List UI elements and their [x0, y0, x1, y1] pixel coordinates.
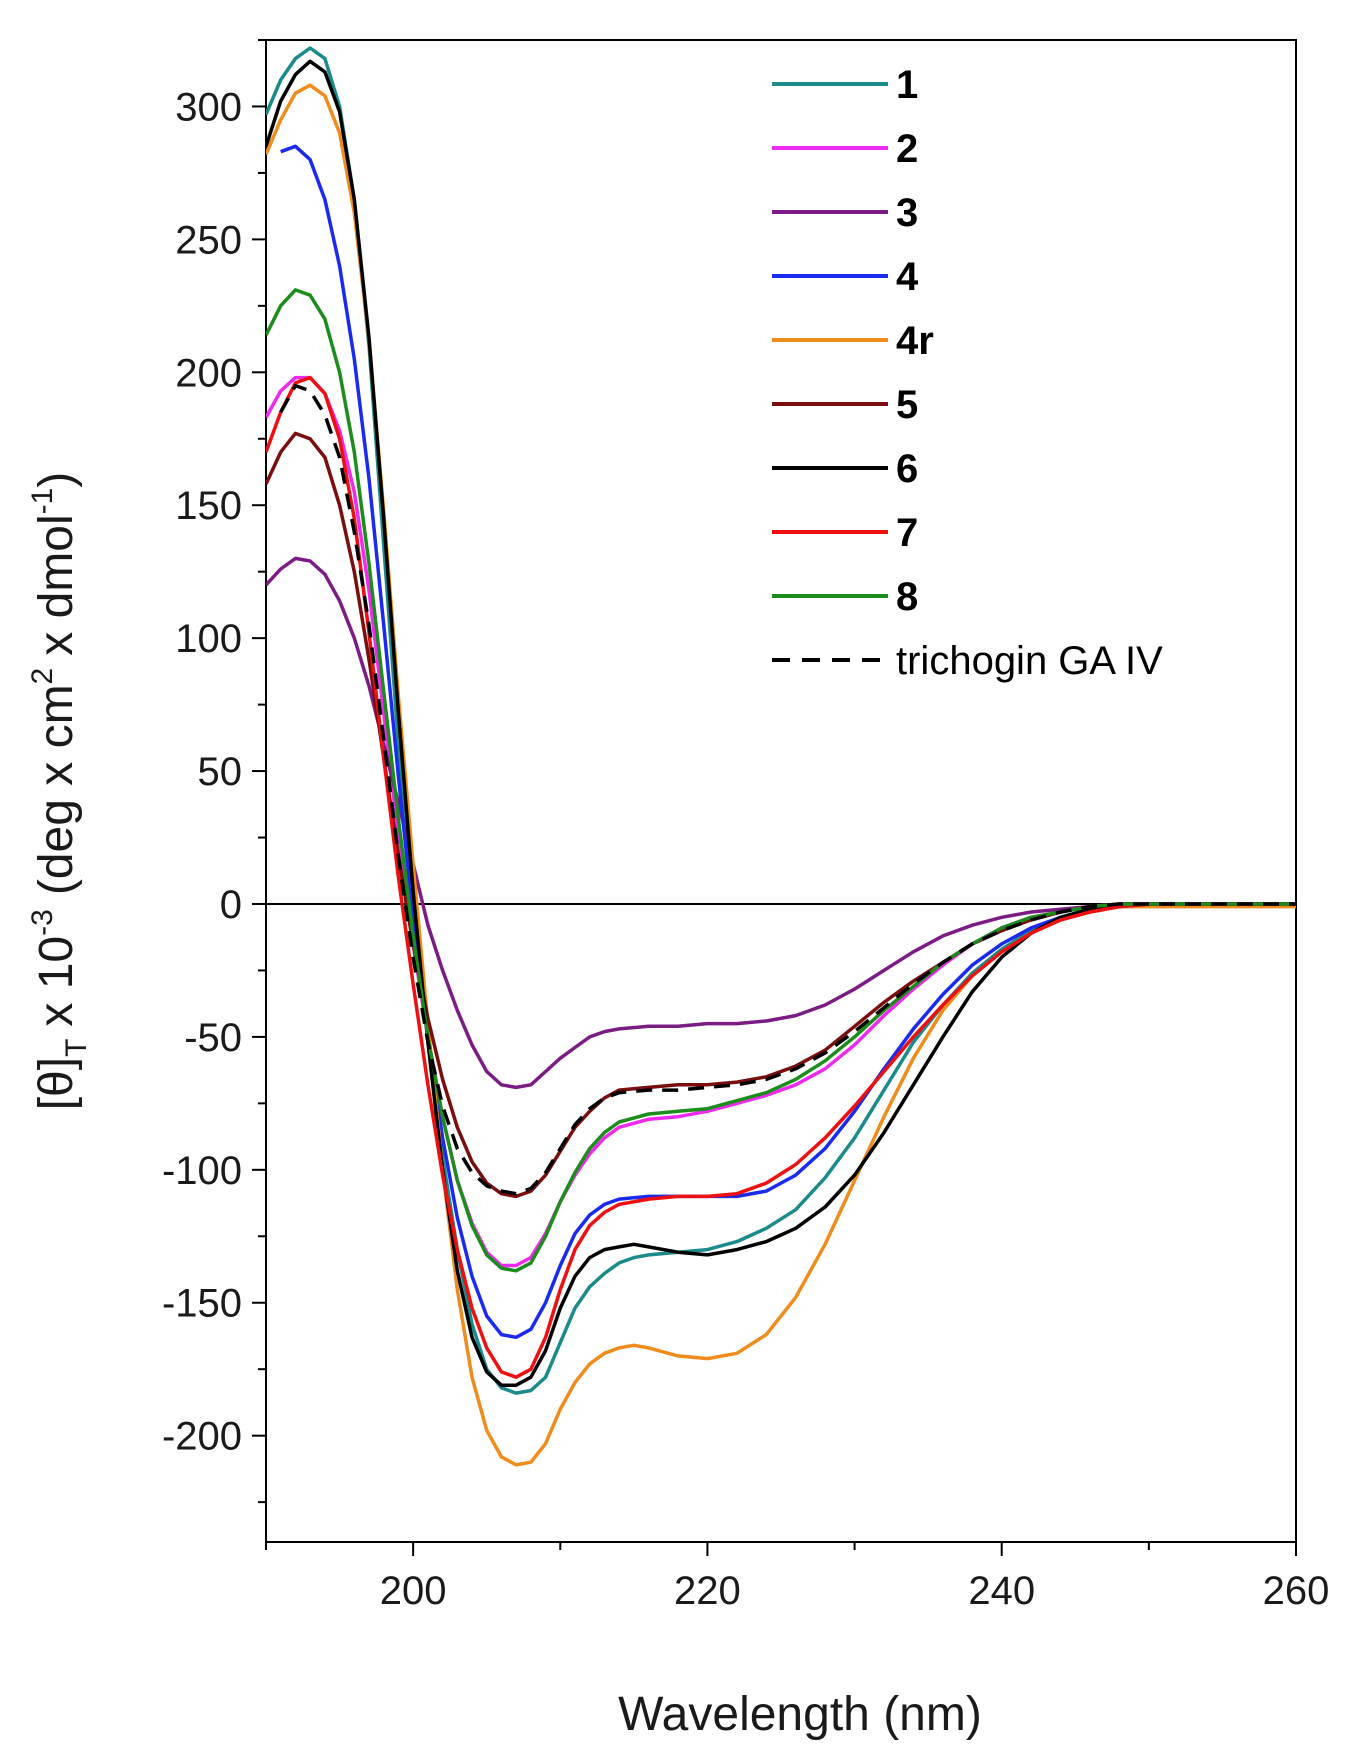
y-tick-label: 50	[198, 750, 243, 794]
series-line-8	[266, 288, 1296, 1273]
legend-label: 1	[896, 63, 918, 107]
series-layer	[266, 46, 1296, 1467]
svg-text:[θ]Tx 10-3(deg x cm2x dmol-1): [θ]Tx 10-3(deg x cm2x dmol-1)	[26, 472, 93, 1111]
legend: 1 2 3 4 4r 5 6 7 8 trichogin GA IV	[772, 63, 1163, 683]
legend-label: 5	[896, 383, 918, 427]
y-tick-label: -200	[162, 1415, 242, 1459]
legend-label: 2	[896, 127, 918, 171]
series-line-2	[266, 375, 1296, 1268]
legend-label: 3	[896, 191, 918, 235]
series-line-trichogin-ga-iv	[279, 383, 1296, 1196]
y-tick-label: 250	[175, 218, 242, 262]
axis-ticks: 300 250 200 150 100 50 0 -50 -100 -150 -200 200 220 2…	[162, 39, 1330, 1613]
legend-label: 4r	[896, 319, 934, 363]
x-axis-title: Wavelength (nm)	[618, 1688, 982, 1741]
y-tick-label: -100	[162, 1149, 242, 1193]
x-tick-label: 260	[1263, 1569, 1330, 1613]
x-tick-label: 240	[968, 1569, 1035, 1613]
series-line-5	[266, 431, 1296, 1199]
legend-label: trichogin GA IV	[896, 639, 1163, 683]
y-tick-label: 200	[175, 351, 242, 395]
y-tick-label: 150	[175, 484, 242, 528]
x-tick-label: 200	[380, 1569, 447, 1613]
y-tick-label: 0	[220, 883, 242, 927]
y-tick-label: 300	[175, 85, 242, 129]
series-line-1	[266, 46, 1296, 1395]
legend-label: 8	[896, 575, 918, 619]
legend-label: 7	[896, 511, 918, 555]
y-tick-label: -150	[162, 1282, 242, 1326]
series-line-3	[266, 556, 1296, 1090]
series-line-7	[266, 375, 1296, 1379]
legend-label: 6	[896, 447, 918, 491]
plot-frame	[265, 39, 1297, 1543]
series-line-4	[280, 144, 1296, 1340]
y-tick-label: -50	[184, 1016, 242, 1060]
y-axis-title: [θ]Tx 10-3(deg x cm2x dmol-1)	[26, 472, 93, 1111]
y-tick-label: 100	[175, 617, 242, 661]
series-line-6	[266, 59, 1296, 1387]
x-tick-label: 220	[674, 1569, 741, 1613]
series-line-4r	[266, 83, 1296, 1467]
legend-label: 4	[896, 255, 919, 299]
